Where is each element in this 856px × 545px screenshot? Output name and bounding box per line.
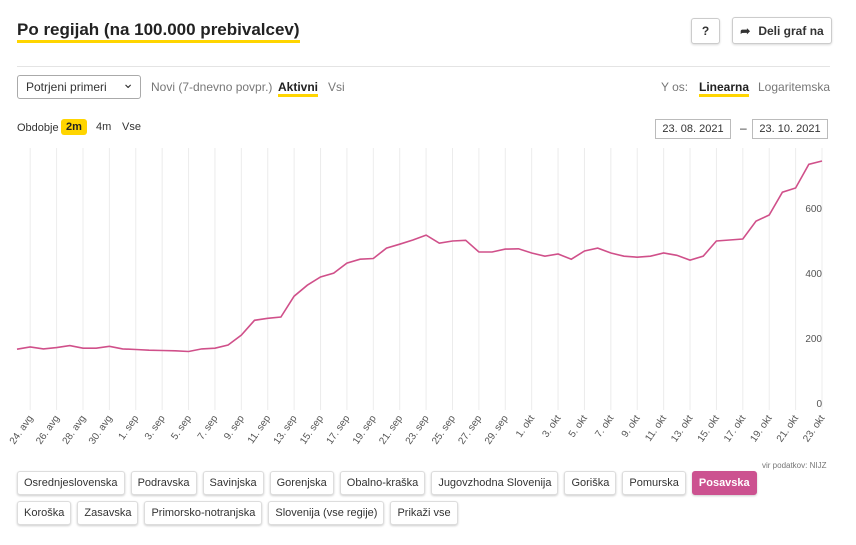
x-tick-label: 26. avg [34,413,62,446]
region-button[interactable]: Slovenija (vse regije) [268,501,385,525]
x-tick-label: 13. sep [272,413,300,447]
region-button[interactable]: Zasavska [77,501,139,525]
title: Po regijah (na 100.000 prebivalcev) [17,20,300,43]
period-option[interactable]: 4m [96,121,112,133]
region-button[interactable]: Obalno-kraška [339,471,426,495]
divider [17,66,830,67]
yaxis-option[interactable]: Linearna [699,80,750,97]
period-label: Obdobje [17,122,59,134]
region-button[interactable]: Jugovzhodna Slovenija [431,471,559,495]
x-tick-label: 5. sep [169,413,194,442]
x-tick-label: 15. okt [696,413,722,444]
yaxis-label: Y os: [661,80,689,94]
y-tick-label: 200 [805,334,822,345]
x-tick-label: 23. okt [801,413,827,444]
region-button[interactable]: Osrednjeslovenska [17,471,125,495]
share-button[interactable]: ➦ Deli graf na [732,17,832,44]
x-tick-label: 9. sep [222,413,247,442]
region-button[interactable]: Posavska [691,471,757,495]
yaxis-option[interactable]: Logaritemska [758,80,831,94]
y-tick-label: 0 [816,399,822,410]
x-tick-label: 29. sep [483,413,511,447]
x-tick-label: 19. okt [748,413,774,444]
y-tick-label: 600 [805,204,822,215]
date-from[interactable]: 23. 08. 2021 [655,119,731,139]
x-tick-label: 1. sep [117,413,142,442]
x-tick-label: 11. okt [643,413,669,443]
region-button[interactable]: Goriška [564,471,617,495]
period-option[interactable]: 2m [61,119,87,135]
x-tick-label: 28. avg [61,413,89,446]
x-tick-label: 3. sep [143,413,168,442]
x-tick-label: 11. sep [246,413,274,446]
region-button[interactable]: Podravska [130,471,197,495]
data-line [16,160,823,353]
x-tick-label: 3. okt [540,413,563,440]
help-button[interactable]: ? [691,18,720,44]
date-separator: – [740,121,747,135]
x-tick-label: 30. avg [87,413,115,446]
mode-option[interactable]: Novi (7-dnevno povpr.) [151,80,273,94]
x-tick-label: 25. sep [430,413,458,447]
x-tick-label: 19. sep [351,413,379,447]
x-tick-label: 21. okt [775,413,801,444]
mode-option[interactable]: Vsi [328,80,345,94]
share-label: Deli graf na [758,23,824,38]
region-button[interactable]: Primorsko-notranjska [144,501,263,525]
region-button[interactable]: Savinjska [202,471,264,495]
source: vir podatkov: NIJZ [762,461,827,470]
region-button[interactable]: Prikaži vse [390,501,458,525]
x-tick-label: 13. okt [669,413,695,444]
x-tick-label: 27. sep [457,413,485,447]
x-tick-label: 7. sep [196,413,221,442]
x-tick-label: 15. sep [298,413,326,447]
x-tick-label: 23. sep [404,413,432,447]
period-option[interactable]: Vse [122,121,141,133]
mode-option[interactable]: Aktivni [278,80,319,97]
x-tick-label: 7. okt [593,413,616,440]
date-to[interactable]: 23. 10. 2021 [752,119,828,139]
x-tick-label: 17. sep [325,413,353,447]
x-tick-label: 17. okt [722,413,748,444]
region-button[interactable]: Koroška [17,501,72,525]
y-tick-label: 400 [805,269,822,280]
measure-select[interactable]: Potrjeni primeri [17,72,141,99]
x-tick-label: 5. okt [567,413,590,440]
x-tick-label: 1. okt [514,413,537,440]
x-tick-label: 24. avg [8,413,36,446]
region-button[interactable]: Pomurska [622,471,686,495]
x-tick-label: 21. sep [377,413,405,447]
region-button[interactable]: Gorenjska [269,471,334,495]
x-tick-label: 9. okt [620,413,643,440]
region-buttons: Osrednjeslovenska Podravska Savinjska Goren… [17,471,777,525]
